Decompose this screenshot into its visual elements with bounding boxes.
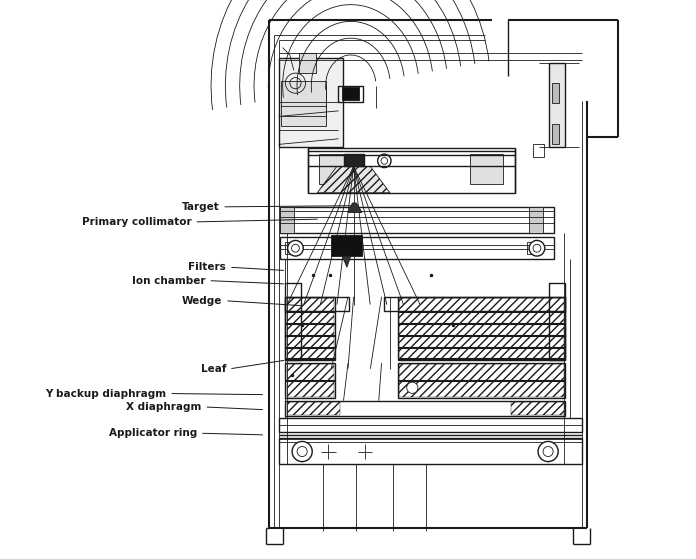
Bar xyxy=(400,364,564,397)
Bar xyxy=(527,241,538,254)
Bar xyxy=(398,363,565,398)
Bar xyxy=(285,283,301,361)
Polygon shape xyxy=(317,167,390,193)
Bar xyxy=(287,298,334,359)
Text: Wedge: Wedge xyxy=(182,296,222,306)
Bar xyxy=(533,144,544,157)
Bar xyxy=(278,438,582,465)
Circle shape xyxy=(378,154,391,168)
Bar xyxy=(285,297,349,311)
Bar xyxy=(285,241,296,254)
Bar xyxy=(285,363,335,398)
Bar xyxy=(470,154,503,184)
Bar xyxy=(528,207,543,233)
Text: X diaphragm: X diaphragm xyxy=(126,402,202,412)
Text: Ion chamber: Ion chamber xyxy=(132,276,205,286)
Text: Target: Target xyxy=(182,202,219,212)
Bar xyxy=(338,86,363,102)
Bar xyxy=(319,154,352,184)
Bar xyxy=(285,297,335,361)
Bar xyxy=(549,283,565,361)
Polygon shape xyxy=(342,256,351,267)
Text: Filters: Filters xyxy=(189,262,226,272)
Bar xyxy=(299,53,316,73)
Bar xyxy=(280,207,554,233)
Bar xyxy=(281,80,326,126)
Bar xyxy=(287,364,334,397)
Circle shape xyxy=(529,240,545,256)
Bar xyxy=(398,297,565,361)
Bar xyxy=(342,87,359,100)
Bar xyxy=(280,237,554,259)
Bar xyxy=(278,58,343,146)
Bar xyxy=(400,298,564,359)
Text: Primary collimator: Primary collimator xyxy=(82,217,191,227)
Bar xyxy=(384,297,565,311)
Text: Leaf: Leaf xyxy=(200,364,226,374)
Text: Y backup diaphragm: Y backup diaphragm xyxy=(45,389,166,399)
Bar xyxy=(285,401,565,416)
Bar xyxy=(511,402,564,415)
Text: Applicator ring: Applicator ring xyxy=(109,428,197,438)
Bar xyxy=(278,418,582,432)
Circle shape xyxy=(538,442,558,462)
Circle shape xyxy=(406,382,418,394)
Bar xyxy=(280,207,294,233)
Bar xyxy=(552,83,558,103)
Circle shape xyxy=(287,240,303,256)
Polygon shape xyxy=(348,203,362,212)
Bar xyxy=(287,402,340,415)
Circle shape xyxy=(292,442,313,462)
Bar xyxy=(331,235,362,256)
Bar xyxy=(552,124,558,144)
Bar xyxy=(308,148,514,193)
Bar xyxy=(549,63,564,146)
Bar xyxy=(344,154,363,167)
